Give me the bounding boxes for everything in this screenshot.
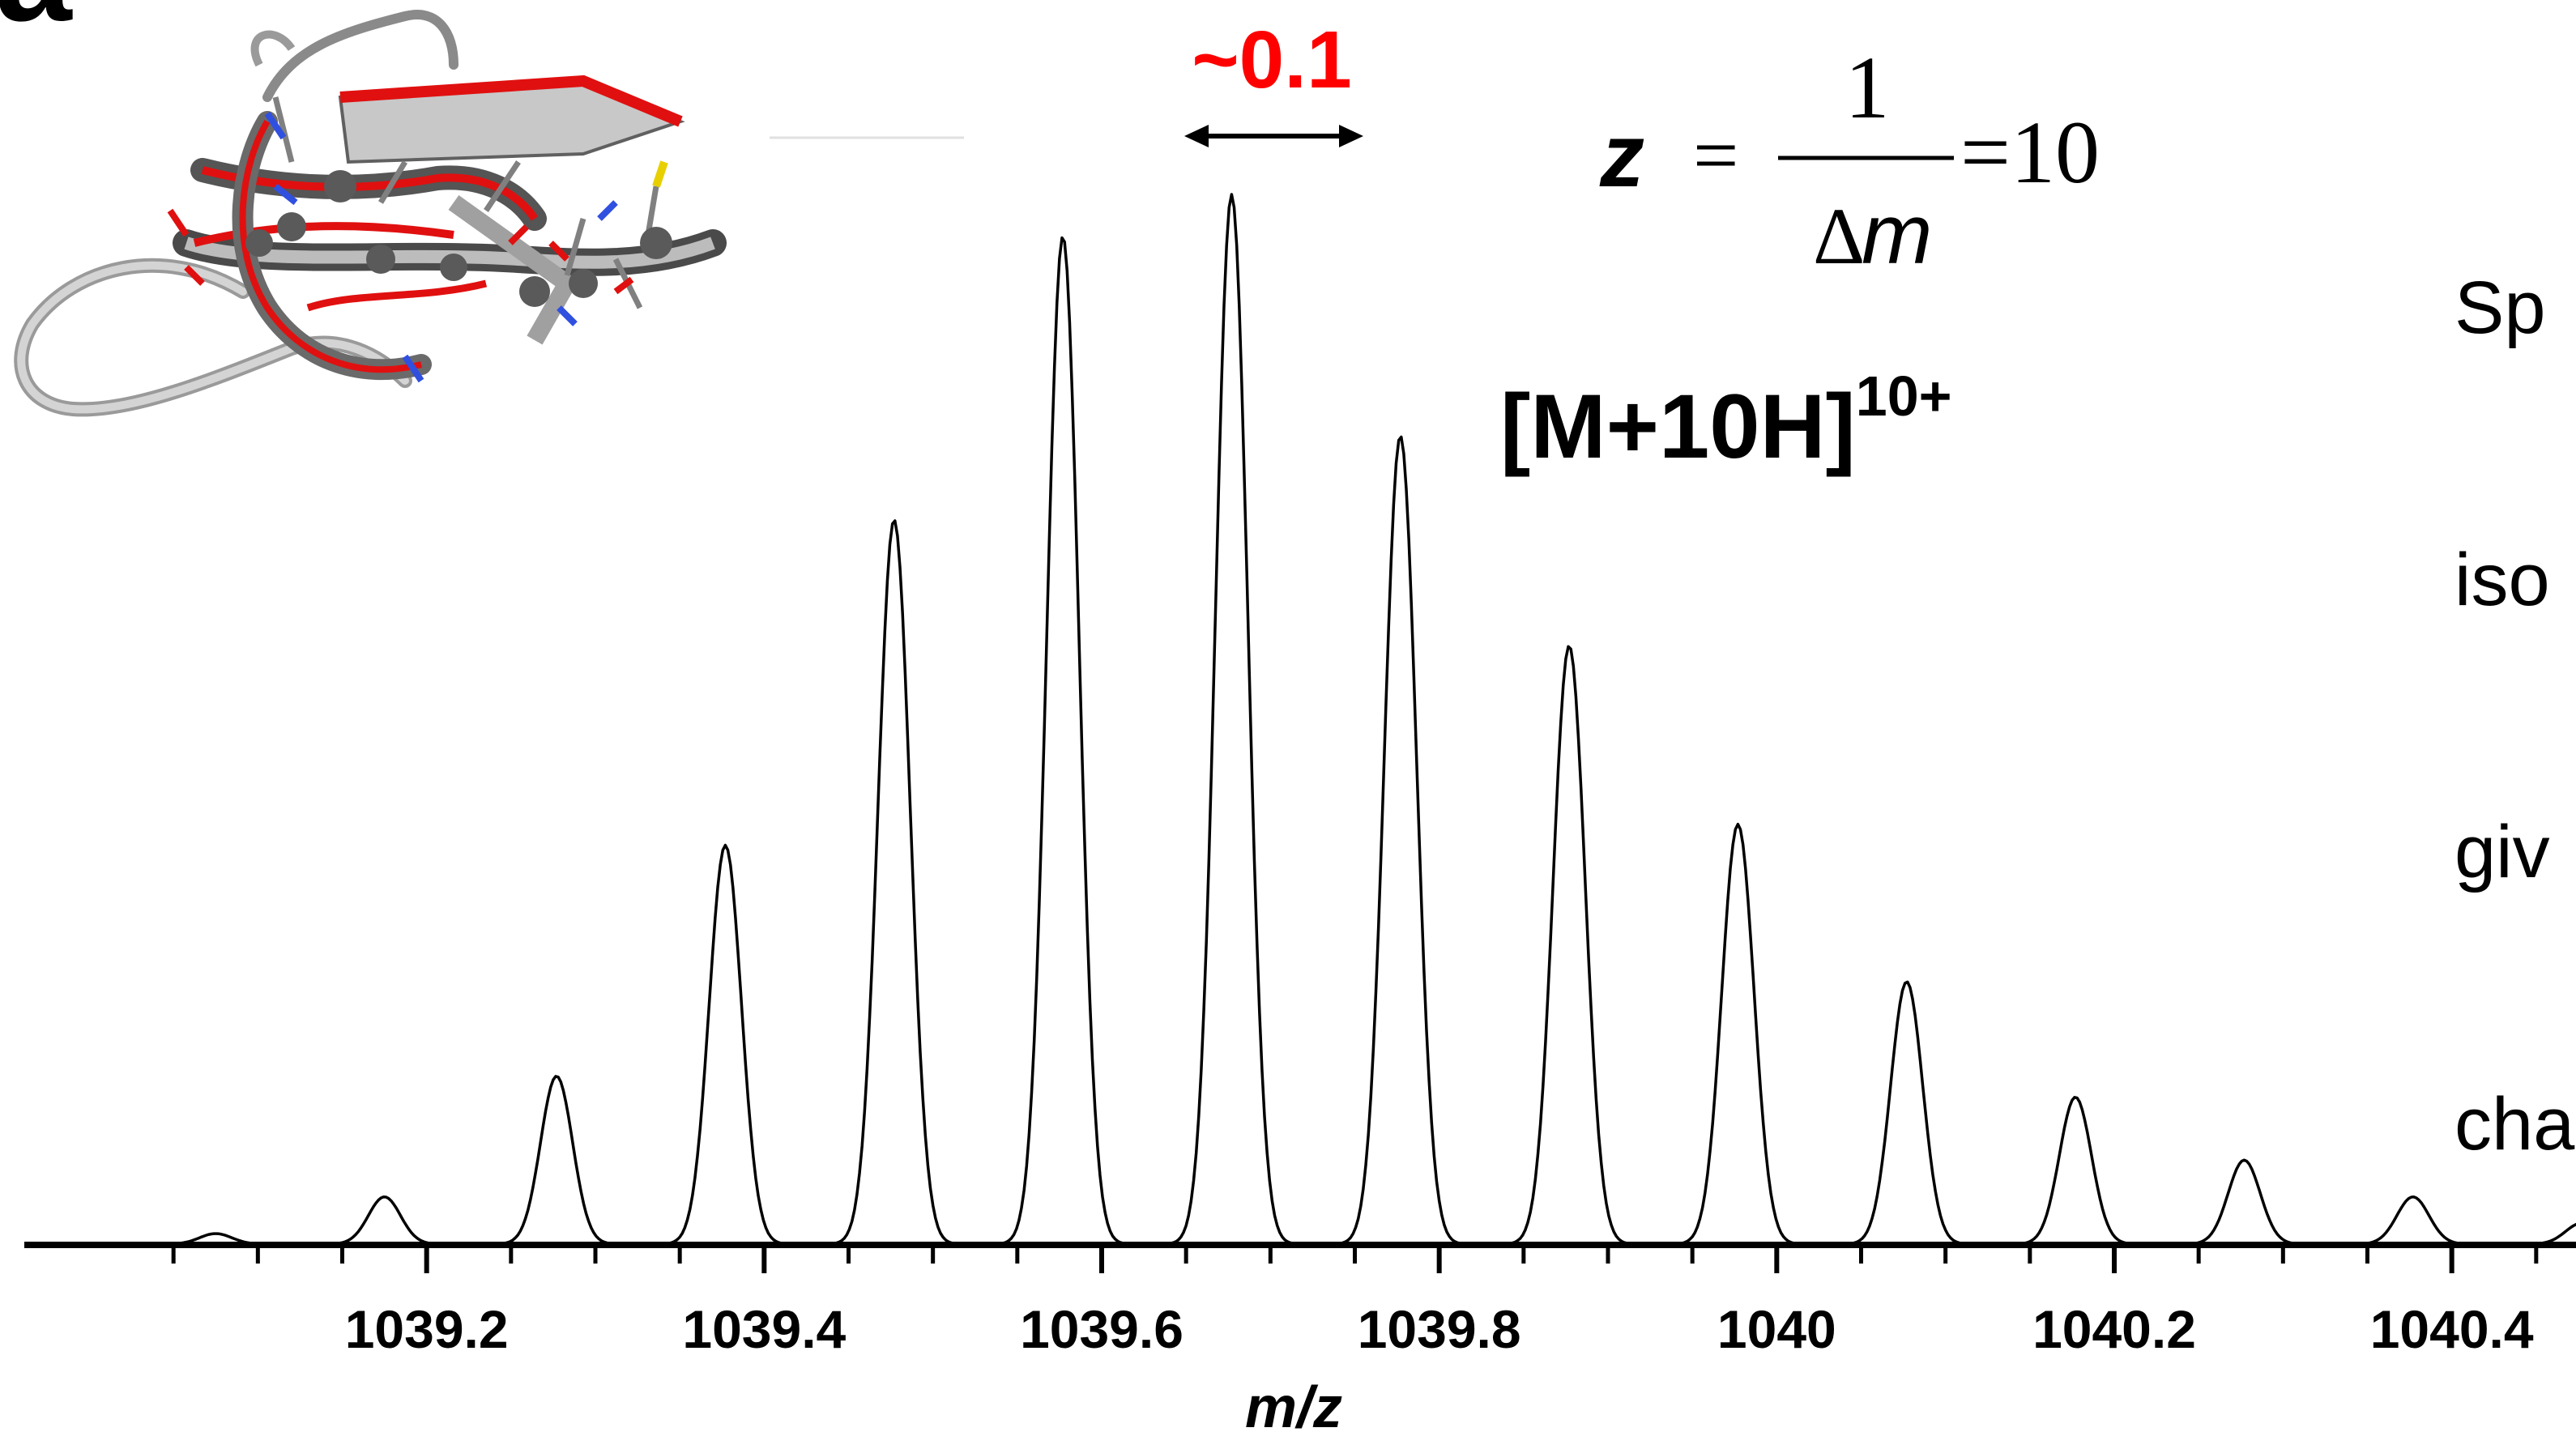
side-caption: Sp iso giv cha (2454, 81, 2574, 1351)
x-tick-label: 1039.2 (345, 1299, 509, 1359)
ion-label: [M+10H]10+ (1500, 364, 1952, 477)
x-axis-ticks (171, 1244, 2539, 1273)
equation-z: z (1599, 106, 1644, 206)
x-tick-label: 1039.8 (1358, 1299, 1521, 1359)
peak-spacing-label: ~0.1 (1192, 15, 1351, 105)
equation-m: m (1862, 187, 1932, 282)
equation-numerator: 1 (1845, 38, 1890, 137)
equation-delta: Δ (1813, 191, 1865, 281)
protein-structure-image (14, 10, 727, 417)
spacing-double-arrow (1184, 125, 1363, 147)
side-caption-line: cha (2454, 1083, 2575, 1166)
ion-label-base: [M+10H] (1500, 376, 1856, 477)
ion-label-superscript: 10+ (1856, 364, 1952, 428)
equation-rhs: =10 (1960, 103, 2100, 202)
x-tick-label: 1040.4 (2370, 1299, 2534, 1359)
x-axis-tick-labels: 1039.2 1039.4 1039.6 1039.8 1040 1040.2 1040.4 (345, 1299, 2534, 1359)
x-tick-label: 1040 (1717, 1299, 1836, 1359)
x-tick-label: 1039.4 (682, 1299, 846, 1359)
charge-state-equation: z = 1 Δ m =10 (1599, 38, 2100, 282)
side-caption-line: iso (2454, 539, 2550, 621)
spectrum-trace (122, 193, 2576, 1246)
x-axis-label: m/z (1245, 1375, 1342, 1432)
side-caption-line: giv (2454, 811, 2550, 893)
x-tick-label: 1040.2 (2032, 1299, 2196, 1359)
x-tick-label: 1039.6 (1020, 1299, 1184, 1359)
side-caption-line: Sp (2454, 266, 2546, 349)
panel-label: a (0, 0, 72, 42)
equation-equals: = (1693, 110, 1738, 200)
